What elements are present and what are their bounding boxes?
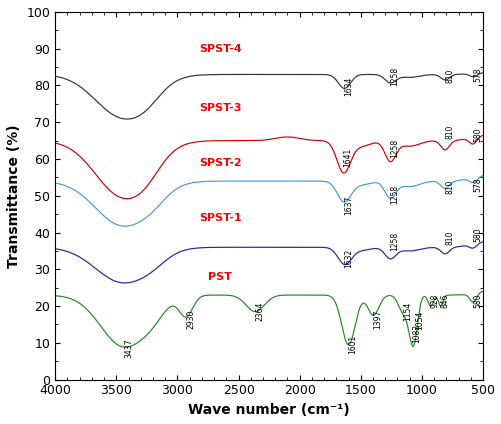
Text: SPST-3: SPST-3 (198, 103, 241, 112)
Text: 3437: 3437 (124, 339, 133, 358)
Text: 1054: 1054 (414, 311, 423, 330)
Text: 1637: 1637 (343, 195, 352, 215)
Text: SPST-4: SPST-4 (198, 44, 241, 54)
Text: 1632: 1632 (344, 248, 353, 268)
Y-axis label: Transmittance (%): Transmittance (%) (7, 124, 21, 268)
Text: 578: 578 (472, 178, 481, 192)
Text: 580: 580 (472, 128, 481, 142)
Text: 1601: 1601 (348, 335, 357, 354)
Text: 1641: 1641 (343, 148, 352, 167)
Text: 1258: 1258 (390, 184, 399, 204)
Text: PST: PST (208, 272, 232, 282)
Text: 846: 846 (440, 293, 449, 308)
Text: 810: 810 (444, 124, 453, 139)
Text: 1258: 1258 (390, 232, 399, 251)
Text: 578: 578 (472, 67, 481, 82)
Text: 928: 928 (430, 293, 439, 308)
Text: SPST-1: SPST-1 (198, 213, 241, 223)
Text: 580: 580 (472, 227, 481, 242)
Text: 1397: 1397 (373, 309, 382, 329)
Text: SPST-2: SPST-2 (198, 158, 241, 168)
Text: 810: 810 (444, 179, 453, 194)
Text: 2364: 2364 (255, 302, 264, 321)
X-axis label: Wave number (cm⁻¹): Wave number (cm⁻¹) (188, 403, 349, 417)
Text: 810: 810 (444, 69, 453, 84)
Text: 810: 810 (444, 231, 453, 245)
Text: 1082: 1082 (411, 324, 420, 343)
Text: 1258: 1258 (390, 67, 399, 86)
Text: 2930: 2930 (186, 309, 194, 329)
Text: 1258: 1258 (390, 138, 399, 158)
Text: 1154: 1154 (402, 302, 411, 321)
Text: 1634: 1634 (344, 76, 353, 96)
Text: 580: 580 (472, 293, 481, 308)
